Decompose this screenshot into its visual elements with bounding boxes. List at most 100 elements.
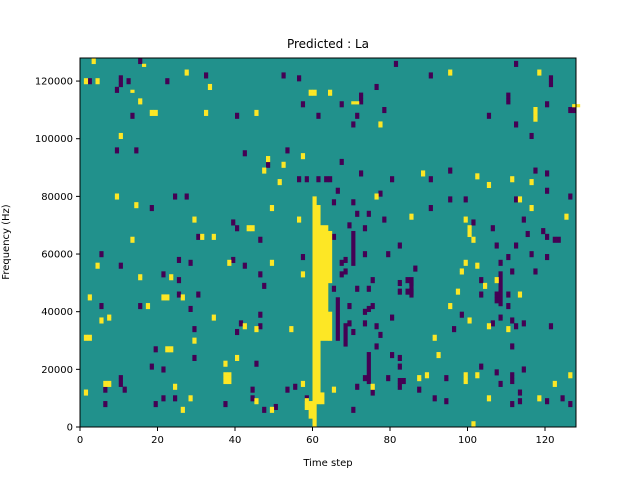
heatmap-cell-high	[107, 317, 112, 321]
heatmap-cell-low	[114, 147, 120, 151]
heatmap-cell-low	[359, 95, 364, 99]
heatmap-cell-low	[506, 305, 511, 310]
heatmap-cell-low	[479, 291, 484, 295]
heatmap-cell-low	[514, 124, 519, 128]
heatmap-cell-high	[83, 78, 89, 82]
heatmap-cell-high	[169, 346, 174, 350]
heatmap-cell-high	[448, 72, 453, 76]
heatmap-cell-low	[568, 109, 573, 114]
heatmap-cell-low	[444, 401, 449, 405]
heatmap-cell-low	[103, 386, 108, 390]
heatmap-cell-high	[424, 375, 430, 379]
heatmap-cell-low	[359, 101, 364, 105]
heatmap-cell-low	[153, 403, 158, 408]
heatmap-cell-low	[560, 398, 565, 402]
heatmap-cell-low	[192, 354, 197, 359]
heatmap-cell-low	[184, 196, 189, 200]
heatmap-cell-high	[227, 259, 232, 263]
x-axis-ticks: 0 20 40 60 80 100 120	[77, 427, 555, 446]
heatmap-cell-low	[514, 121, 519, 125]
heatmap-cell-high	[378, 124, 383, 128]
heatmap-cell-low	[529, 135, 534, 140]
heatmap-cell-low	[510, 320, 515, 324]
heatmap-cell-low	[316, 176, 321, 180]
heatmap-cell-low	[149, 366, 154, 370]
heatmap-cell-low	[479, 279, 484, 284]
x-tick-label: 40	[229, 435, 242, 446]
heatmap-cell-high	[211, 314, 216, 318]
heatmap-cell-low	[258, 274, 263, 278]
heatmap-cell-low	[242, 150, 247, 154]
heatmap-cell-low	[153, 401, 158, 405]
heatmap-cell-low	[297, 78, 302, 82]
heatmap-cell-low	[351, 409, 356, 413]
heatmap-cell-low	[556, 236, 561, 240]
heatmap-cell-high	[223, 377, 228, 382]
heatmap-cell-low	[254, 363, 259, 367]
heatmap-cell-low	[161, 366, 166, 370]
heatmap-cell-high	[107, 383, 112, 387]
heatmap-cell-low	[355, 115, 360, 119]
heatmap-cell-low	[545, 170, 550, 174]
heatmap-cell-low	[521, 323, 526, 327]
heatmap-cell-low	[370, 303, 375, 307]
heatmap-cell-high	[281, 164, 286, 168]
heatmap-cell-low	[510, 271, 515, 275]
heatmap-cell-low	[514, 199, 519, 203]
heatmap-cell-low	[343, 256, 348, 261]
heatmap-cell-low	[134, 150, 139, 154]
heatmap-cell-high	[246, 228, 251, 232]
heatmap-cell-high	[173, 383, 178, 387]
heatmap-cell-high	[269, 262, 275, 266]
heatmap-cell-high	[455, 291, 461, 295]
heatmap-cell-high	[83, 389, 89, 393]
heatmap-cell-high	[118, 135, 123, 140]
heatmap-cell-high	[95, 262, 100, 266]
heatmap-cell-high	[192, 219, 197, 223]
heatmap-cell-low	[514, 245, 519, 249]
heatmap-cell-high	[227, 377, 232, 382]
heatmap-cell-low	[359, 170, 364, 174]
heatmap-cell-low	[176, 277, 182, 281]
heatmap-cell-low	[390, 352, 395, 356]
heatmap-cell-high	[506, 326, 511, 330]
heatmap-cell-high	[223, 372, 228, 376]
heatmap-cell-high	[169, 277, 174, 281]
heatmap-cell-high	[149, 112, 154, 116]
heatmap-cell-high	[99, 320, 104, 324]
heatmap-cell-low	[374, 326, 379, 330]
heatmap-cell-low	[235, 331, 240, 336]
heatmap-cell-low	[196, 236, 201, 240]
heatmap-cell-low	[529, 132, 534, 137]
heatmap-cell-high	[517, 196, 523, 200]
heatmap-cell-high	[328, 92, 333, 96]
heatmap-cell-low	[417, 386, 422, 390]
heatmap-cell-low	[130, 115, 135, 119]
heatmap-cell-low	[285, 147, 290, 151]
heatmap-cell-low	[514, 242, 519, 246]
heatmap-cell-low	[362, 320, 368, 324]
heatmap-block-low	[335, 297, 340, 341]
heatmap-cell-high	[331, 389, 337, 393]
heatmap-cell-low	[521, 219, 526, 223]
heatmap-cell-low	[506, 101, 511, 105]
heatmap-cell-low	[494, 245, 499, 249]
heatmap-cell-low	[529, 254, 534, 258]
heatmap-cell-high	[95, 81, 100, 85]
heatmap-cell-low	[355, 210, 360, 214]
heatmap-cell-high	[204, 109, 209, 114]
heatmap-cell-high	[328, 89, 333, 93]
heatmap-cell-high	[207, 83, 213, 88]
heatmap-cell-high	[417, 375, 422, 379]
heatmap-cell-low	[231, 222, 236, 226]
heatmap-cell-high	[277, 179, 282, 183]
heatmap-cell-low	[374, 83, 379, 88]
heatmap-cell-low	[548, 78, 554, 82]
heatmap-cell-low	[390, 179, 395, 183]
heatmap-cell-high	[242, 326, 247, 330]
heatmap-cell-low	[506, 98, 511, 102]
heatmap-cell-low	[506, 256, 511, 261]
heatmap-cell-low	[223, 403, 228, 408]
heatmap-cell-high	[250, 225, 255, 229]
heatmap-cell-low	[568, 107, 573, 111]
